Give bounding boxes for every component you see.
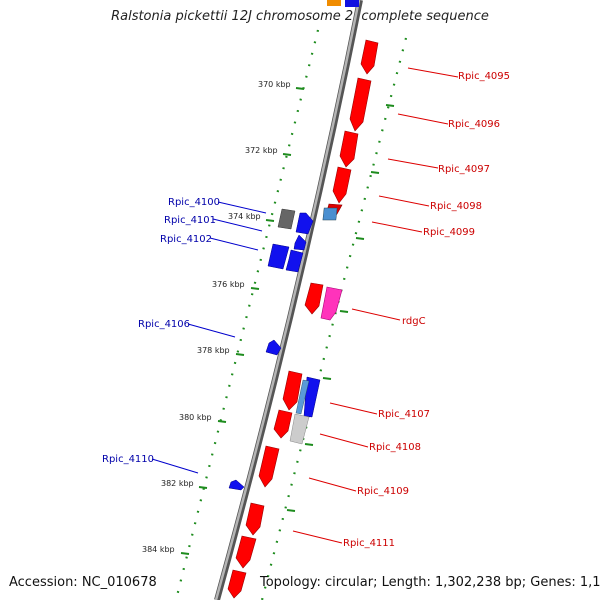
gene-label[interactable]: Rpic_4098 [430,201,482,212]
kbp-label: 376 kbp [212,280,245,289]
kbp-tick [250,287,260,290]
left-leader-lines [151,201,267,474]
kbp-tick [295,87,305,90]
gene-arrow[interactable] [258,445,280,488]
backbone-highlight [214,0,361,600]
gene-arrow[interactable] [282,370,303,411]
kbp-label: 374 kbp [228,212,261,221]
kbp-label: 384 kbp [142,545,175,554]
gene-grey[interactable] [289,413,310,445]
gene-label[interactable]: Rpic_4106 [138,319,190,330]
gene-label[interactable]: Rpic_4108 [369,442,421,453]
kbp-tick [180,552,190,555]
kbp-label: 382 kbp [161,479,194,488]
gene-label[interactable]: Rpic_4102 [160,234,212,245]
kbp-axis: 370 kbp 372 kbp 374 kbp 376 kbp 378 kbp … [142,80,305,555]
gene-grey-dark[interactable] [277,208,296,230]
topology-text: Topology: circular; Length: 1,302,238 bp… [260,575,600,590]
gene-blue[interactable] [267,243,290,270]
partial-gene-blue [345,0,359,7]
kbp-label: 370 kbp [258,80,291,89]
forward-strand-genes [227,39,379,599]
gene-arrow-blue[interactable] [265,339,282,356]
gene-label[interactable]: Rpic_4110 [102,454,154,465]
gene-label[interactable]: Rpic_4095 [458,71,510,82]
gene-label[interactable]: Rpic_4097 [438,164,490,175]
gene-blue-tall[interactable] [303,376,321,418]
reverse-strand-genes [228,208,314,491]
kbp-label: 372 kbp [245,146,278,155]
gene-arrow[interactable] [360,39,379,75]
gene-arrow-blue[interactable] [228,479,245,491]
gene-arrow[interactable] [235,535,257,569]
gene-arrow-blue[interactable] [295,212,314,235]
gene-arrow[interactable] [227,569,247,599]
gene-label[interactable]: Rpic_4096 [448,119,500,130]
gene-label[interactable]: Rpic_4111 [343,538,395,549]
kbp-tick [265,219,275,222]
forward-gene-labels: Rpic_4095 Rpic_4096 Rpic_4097 Rpic_4098 … [343,71,510,549]
left-dotted-track [174,29,320,600]
gene-arrow[interactable] [304,282,324,315]
accession-text: Accession: NC_010678 [9,575,157,590]
gene-arrow[interactable] [245,502,265,536]
kbp-tick [282,153,292,156]
gene-light-blue-tall[interactable] [295,379,310,415]
gene-label[interactable]: Rpic_4107 [378,409,430,420]
gene-arrow[interactable] [332,166,352,204]
gene-label[interactable]: Rpic_4101 [164,215,216,226]
kbp-label: 380 kbp [179,413,212,422]
gene-arrow-blue[interactable] [293,234,307,251]
gene-label[interactable]: Rpic_4100 [168,197,220,208]
gene-label[interactable]: rdgC [402,316,426,327]
kbp-tick [198,486,208,489]
gene-label[interactable]: Rpic_4109 [357,486,409,497]
kbp-tick [235,353,245,356]
kbp-tick [217,420,227,423]
gene-label[interactable]: Rpic_4099 [423,227,475,238]
kbp-label: 378 kbp [197,346,230,355]
reverse-gene-labels: Rpic_4100 Rpic_4101 Rpic_4102 Rpic_4106 … [102,197,220,465]
gene-arrow[interactable] [273,409,293,439]
partial-gene-orange [327,0,341,6]
map-title: Ralstonia pickettii 12J chromosome 2, co… [111,9,489,24]
gene-arrow-blue[interactable] [285,249,304,273]
gene-arrow[interactable] [339,130,359,168]
gene-light-blue[interactable] [322,207,338,221]
gene-arrow[interactable] [349,77,372,132]
right-track-dashes [286,104,395,512]
right-leader-lines [292,67,459,544]
gene-rdgC[interactable] [320,286,343,321]
